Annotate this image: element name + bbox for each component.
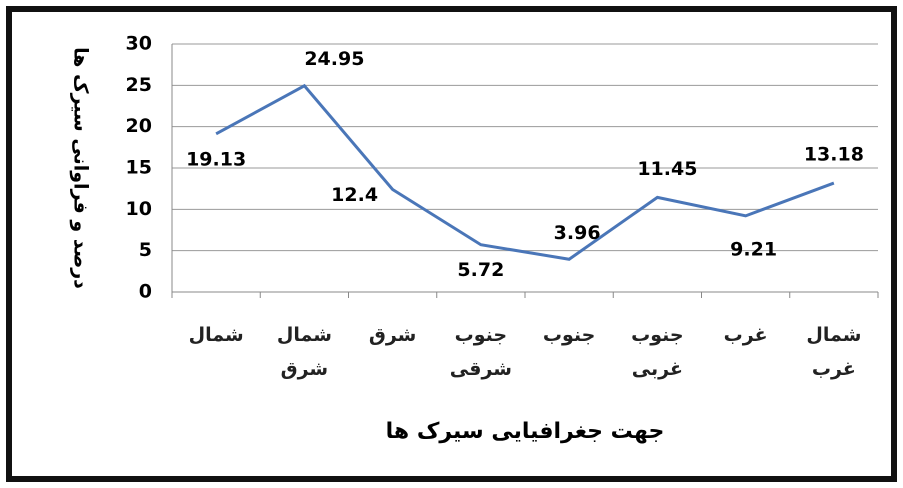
x-tick-label: جنوب (542, 324, 596, 346)
data-label: 3.96 (554, 222, 601, 244)
y-tick-label: 5 (139, 239, 152, 261)
x-tick-label: جنوب غربی (631, 324, 684, 380)
x-tick-label: جنوب شرقی (449, 324, 512, 380)
x-tick-label: شمال (188, 324, 244, 346)
y-tick-label: 30 (126, 33, 152, 55)
x-tick-label: شمال غرب (806, 324, 862, 380)
x-tick-label: شرق (368, 324, 417, 346)
data-line (215, 83, 835, 261)
y-tick-label: 15 (126, 157, 152, 179)
data-label: 5.72 (457, 259, 504, 281)
y-tick-label: 10 (126, 198, 152, 220)
y-tick-label: 25 (126, 74, 152, 96)
frame (6, 6, 897, 482)
x-tick-label: غرب (723, 324, 768, 346)
y-tick-label: 0 (139, 281, 152, 303)
x-axis-title: جهت جغرافیایی سیرک ها (386, 419, 665, 444)
data-label: 11.45 (637, 158, 697, 180)
y-tick-label: 20 (126, 115, 152, 137)
y-axis-title: درصد و فراوانی سیرک ها (70, 47, 92, 289)
data-label: 24.95 (304, 48, 364, 70)
data-label: 9.21 (730, 238, 777, 260)
data-label: 19.13 (186, 148, 246, 170)
data-label: 12.4 (331, 184, 378, 206)
x-tick-label: شمال شرق (276, 324, 332, 380)
data-label: 13.18 (804, 144, 864, 166)
